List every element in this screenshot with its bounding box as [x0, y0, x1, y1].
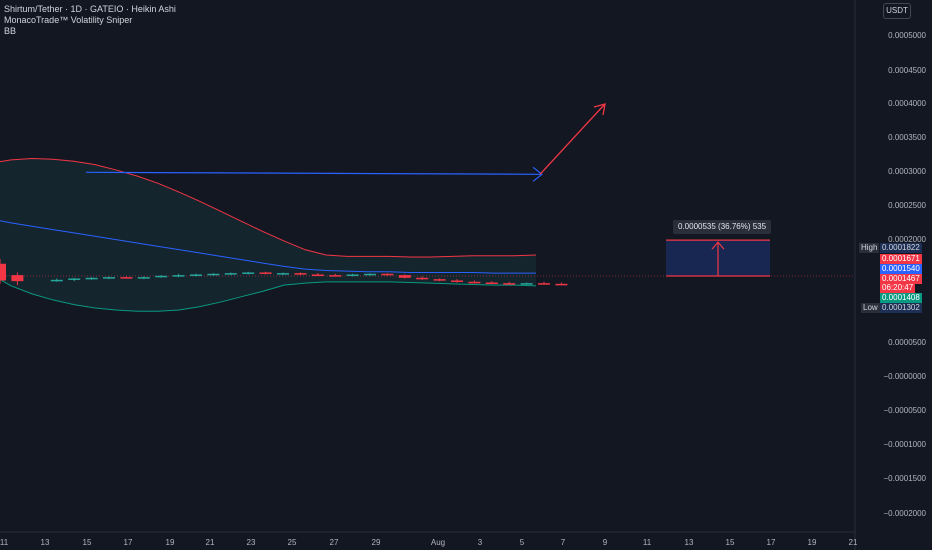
x-tick-label: 25: [287, 538, 297, 547]
candle-body: [0, 263, 6, 281]
candle-body: [224, 273, 237, 275]
indicator-volatility-sniper[interactable]: MonacoTrade™ Volatility Sniper: [4, 15, 133, 25]
bb-basis-tag: 0.0001540: [880, 264, 922, 274]
candle-body: [503, 283, 516, 285]
y-tick-label: 0.0005000: [888, 31, 926, 40]
symbol-title[interactable]: Shirtum/Tether · 1D · GATEIO · Heikin As…: [4, 4, 176, 14]
bb-lower-line: [0, 278, 537, 312]
bb-basis-line: [0, 220, 536, 274]
candle-body: [259, 272, 272, 274]
candle-body: [190, 274, 202, 276]
horizontal-ray: [85, 171, 541, 175]
forecast-arrow-line: [539, 104, 605, 175]
candle-body: [68, 278, 81, 280]
measure-arrowhead: [711, 241, 725, 250]
y-tick-label: 0.0000500: [888, 338, 926, 347]
high-label: High: [859, 243, 880, 253]
high-value-tag: 0.0001822: [880, 243, 922, 253]
x-tick-label: 27: [329, 538, 339, 547]
candle-body: [137, 277, 150, 279]
y-tick-label: −0.0000000: [883, 372, 927, 381]
x-tick-label: 23: [246, 538, 256, 547]
measure-label: 0.0000535 (36.76%) 535: [673, 220, 772, 234]
candle-body: [416, 277, 429, 280]
bb-lower-tag: 0.0001408: [880, 293, 922, 303]
y-tick-label: 0.0002000: [888, 235, 926, 244]
x-tick-label: 17: [766, 538, 776, 547]
candle-body: [346, 274, 359, 276]
y-tick-label: −0.0002000: [883, 509, 927, 518]
x-tick-label: 17: [123, 538, 133, 547]
candle-body: [538, 283, 550, 285]
low-label: Low: [861, 303, 880, 313]
candle-body: [433, 279, 446, 281]
candle-body: [485, 282, 498, 284]
currency-button[interactable]: USDT: [883, 3, 911, 19]
x-tick-label: 19: [807, 538, 817, 547]
candle-body: [398, 275, 411, 278]
x-tick-label: 21: [848, 538, 858, 547]
candle-body: [311, 274, 324, 276]
y-tick-label: 0.0002500: [888, 201, 926, 210]
candle-body: [207, 273, 220, 276]
x-tick-label: 11: [0, 538, 9, 547]
candle-body: [172, 275, 185, 277]
candle-body: [555, 283, 568, 286]
forecast-arrowhead: [593, 103, 606, 116]
bb-upper-line: [0, 158, 537, 258]
y-tick-label: 0.0004500: [888, 66, 926, 75]
bb-fill: [0, 158, 536, 312]
chart-legend: Shirtum/Tether · 1D · GATEIO · Heikin As…: [4, 4, 176, 37]
last-price-tag: 0.0001467: [880, 274, 922, 284]
candle-body: [468, 281, 481, 284]
candle-body: [451, 280, 463, 282]
x-tick-label: 29: [371, 538, 381, 547]
y-tick-label: −0.0000500: [883, 406, 927, 415]
y-tick-label: 0.0003000: [888, 167, 926, 176]
candle-body: [520, 283, 533, 285]
x-tick-label: 3: [477, 538, 483, 547]
candle-body: [11, 275, 24, 282]
candle-body: [85, 277, 98, 280]
y-tick-label: 0.0004000: [888, 99, 926, 108]
candle-body: [103, 277, 115, 279]
candle-body: [329, 275, 342, 277]
x-tick-label: 15: [82, 538, 92, 547]
bb-upper-tag: 0.0001671: [880, 254, 922, 264]
candle-body: [155, 275, 168, 278]
x-tick-label: 19: [165, 538, 175, 547]
x-tick-label: 13: [40, 538, 50, 547]
y-tick-label: 0.0003500: [888, 133, 926, 142]
ray-arrowhead: [532, 166, 543, 182]
x-tick-label: 21: [205, 538, 215, 547]
low-value-tag: 0.0001302: [880, 303, 922, 313]
x-tick-label: 15: [725, 538, 735, 547]
x-tick-label: 5: [519, 538, 525, 547]
x-tick-label: 13: [684, 538, 694, 547]
candle-body: [364, 273, 376, 276]
candle-body: [294, 273, 307, 275]
countdown-tag: 06:20:47: [880, 283, 916, 293]
candle-body: [381, 273, 394, 276]
candle-body: [120, 277, 133, 279]
x-tick-label: 9: [602, 538, 608, 547]
candle-body: [242, 272, 255, 274]
x-tick-label: 7: [560, 538, 566, 547]
candle-body: [50, 279, 63, 282]
y-tick-label: −0.0001000: [883, 440, 927, 449]
candle-body: [277, 273, 289, 275]
x-tick-label: 11: [642, 538, 652, 547]
indicator-bb[interactable]: BB: [4, 26, 17, 36]
y-tick-label: −0.0001500: [883, 474, 927, 483]
x-tick-label: Aug: [430, 538, 446, 547]
